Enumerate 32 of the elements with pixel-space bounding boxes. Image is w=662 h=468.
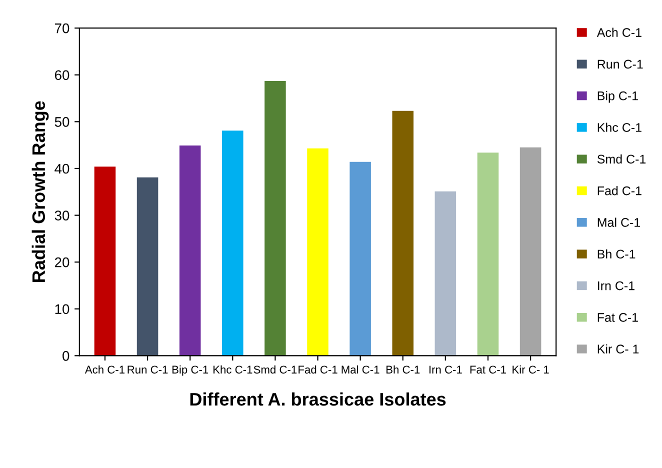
legend-label: Run C-1 (598, 60, 643, 69)
x-tick-label: Bip C-1 (172, 365, 208, 376)
y-tick-label: 40 (54, 164, 70, 174)
legend-label: Bh C-1 (598, 249, 636, 259)
x-tick-label: Kir C- 1 (512, 365, 549, 374)
x-axis-title: Different A. brassicae Isolates (190, 392, 446, 406)
y-tick-label: 0 (62, 351, 70, 361)
y-tick-label: 50 (54, 117, 70, 127)
y-tick-label: 60 (54, 70, 70, 80)
legend-label: Irn C-1 (598, 281, 634, 290)
legend-label: Bip C-1 (598, 91, 638, 103)
x-tick-label: Bh C-1 (386, 365, 420, 374)
x-tick-label: Khc C-1 (213, 365, 252, 374)
y-tick-label: 70 (54, 23, 70, 34)
y-axis-title: Radial Growth Range (32, 101, 49, 282)
legend-label: Smd C-1 (597, 154, 646, 164)
x-tick-label: Smd C-1 (254, 365, 297, 374)
x-tick-label: Irn C-1 (429, 366, 462, 374)
legend-label: Mal C-1 (598, 218, 640, 227)
legend-label: Fat C-1 (598, 312, 638, 322)
legend-label: Fad C-1 (598, 186, 642, 196)
y-tick-label: 20 (54, 257, 70, 268)
legend-label: Ach C-1 (596, 28, 642, 37)
x-tick-label: Fat C-1 (470, 366, 506, 374)
x-tick-label: Run C-1 (128, 366, 168, 374)
legend-label: Kir C- 1 (598, 344, 639, 354)
y-tick-label: 30 (54, 210, 70, 220)
x-tick-label: Ach C-1 (84, 365, 124, 374)
y-tick-label: 10 (55, 304, 70, 314)
x-tick-label: Fad C-1 (298, 365, 338, 374)
legend-label: Khc C-1 (598, 122, 642, 132)
x-tick-label: Mal C-1 (342, 365, 380, 374)
